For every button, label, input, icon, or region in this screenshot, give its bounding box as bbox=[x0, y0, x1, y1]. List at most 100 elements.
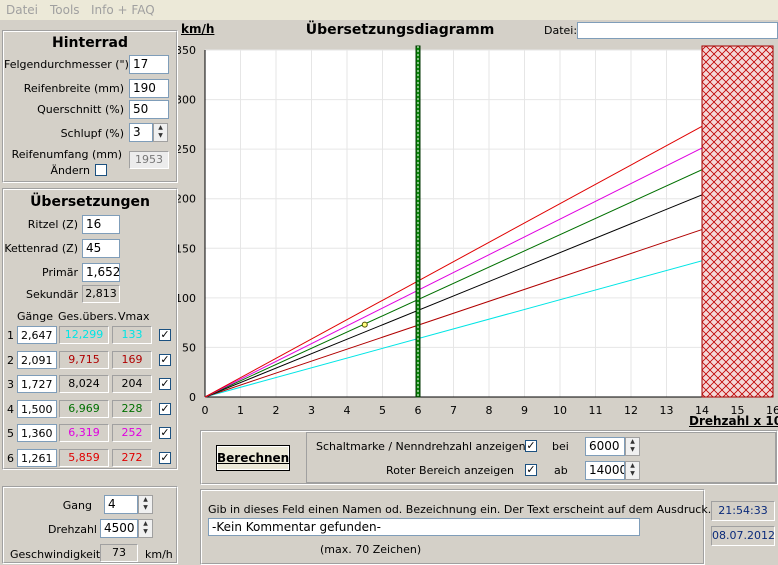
quer-label: Querschnitt (%) bbox=[37, 103, 124, 116]
ab-label: ab bbox=[554, 464, 568, 477]
menu-info-faq[interactable]: Info + FAQ bbox=[91, 3, 155, 17]
rot-checkbox[interactable]: ✓ bbox=[525, 463, 537, 476]
datei-input[interactable] bbox=[577, 22, 778, 39]
gang-spinner[interactable]: ▲ ▼ bbox=[138, 495, 153, 514]
col-ges-header: Ges.übers. bbox=[58, 310, 117, 323]
x-tick-label: 9 bbox=[521, 404, 528, 417]
breite-input[interactable]: 190 bbox=[129, 79, 169, 98]
gear-visible-checkbox[interactable]: ✓ bbox=[159, 352, 171, 366]
spin-up-icon[interactable]: ▲ bbox=[630, 462, 635, 469]
bei-spinner[interactable]: ▲ ▼ bbox=[625, 437, 640, 456]
col-vmax-header: Vmax bbox=[118, 310, 150, 323]
bei-label: bei bbox=[552, 440, 569, 453]
chart-xlabel: Drehzahl x 1000 bbox=[689, 414, 778, 428]
y-tick-label: 300 bbox=[178, 94, 196, 107]
primaer-input[interactable]: 1,652 bbox=[82, 263, 120, 282]
gear-vmax: 204 bbox=[112, 375, 152, 393]
gang-label: Gang bbox=[62, 499, 92, 512]
spin-up-icon[interactable]: ▲ bbox=[630, 438, 635, 445]
x-tick-label: 10 bbox=[553, 404, 567, 417]
gear-visible-checkbox[interactable]: ✓ bbox=[159, 328, 171, 341]
drehzahl-input[interactable]: 4500 bbox=[100, 519, 138, 538]
schlupf-spinner[interactable]: ▲ ▼ bbox=[153, 123, 168, 142]
schlupf-label: Schlupf (%) bbox=[60, 127, 124, 140]
gear-ratio-input[interactable]: 2,091 bbox=[17, 350, 57, 369]
x-tick-label: 14 bbox=[695, 404, 709, 417]
schalt-checkbox[interactable]: ✓ bbox=[525, 439, 537, 452]
gear-number: 5 bbox=[7, 427, 14, 440]
schalt-label: Schaltmarke / Nenndrehzahl anzeigen bbox=[316, 440, 526, 453]
comment-hint: Gib in dieses Feld einen Namen od. Bezei… bbox=[208, 503, 712, 516]
menu-datei[interactable]: Datei bbox=[6, 3, 39, 17]
gear-line bbox=[204, 87, 774, 398]
geschw-label: Geschwindigkeit: bbox=[10, 548, 104, 561]
spin-up-icon[interactable]: ▲ bbox=[143, 520, 148, 527]
y-tick-label: 50 bbox=[182, 341, 196, 354]
breite-label: Reifenbreite (mm) bbox=[23, 82, 124, 95]
gear-line bbox=[204, 112, 774, 398]
gear-total-ratio: 6,319 bbox=[59, 424, 109, 442]
sekundaer-label: Sekundär bbox=[26, 288, 78, 301]
gear-vmax: 133 bbox=[112, 326, 152, 344]
umfang-label: Reifenumfang (mm) bbox=[11, 148, 122, 161]
gear-line bbox=[204, 240, 774, 398]
gear-ratio-input[interactable]: 2,647 bbox=[17, 326, 57, 344]
x-tick-label: 11 bbox=[589, 404, 603, 417]
gear-number: 3 bbox=[7, 378, 14, 391]
quer-input[interactable]: 50 bbox=[129, 100, 169, 119]
ritzel-input[interactable]: 16 bbox=[82, 215, 120, 234]
gear-vmax: 228 bbox=[112, 399, 152, 418]
gear-ratio-input[interactable]: 1,261 bbox=[17, 448, 57, 467]
datei-label: Datei: bbox=[544, 24, 578, 37]
ab-spinner[interactable]: ▲ ▼ bbox=[625, 461, 640, 480]
x-tick-label: 6 bbox=[415, 404, 422, 417]
gang-input[interactable]: 4 bbox=[104, 495, 138, 514]
gear-ratio-input[interactable]: 1,500 bbox=[17, 399, 57, 418]
felgen-input[interactable]: 17 bbox=[129, 55, 169, 74]
y-tick-label: 0 bbox=[189, 391, 196, 404]
x-tick-label: 7 bbox=[450, 404, 457, 417]
gear-visible-checkbox[interactable]: ✓ bbox=[159, 401, 171, 415]
spin-down-icon[interactable]: ▼ bbox=[630, 470, 635, 477]
y-tick-label: 100 bbox=[178, 292, 196, 305]
gear-vmax: 252 bbox=[112, 424, 152, 442]
time-display: 21:54:33 bbox=[711, 501, 775, 521]
x-tick-label: 1 bbox=[237, 404, 244, 417]
ab-input[interactable]: 14000 bbox=[585, 461, 625, 480]
gear-vmax: 169 bbox=[112, 350, 152, 369]
schlupf-input[interactable]: 3 bbox=[129, 123, 153, 142]
y-tick-label: 200 bbox=[178, 193, 196, 206]
gear-visible-checkbox[interactable]: ✓ bbox=[159, 450, 171, 464]
berechnen-button[interactable]: Berechnen bbox=[216, 445, 290, 471]
spin-down-icon[interactable]: ▼ bbox=[143, 504, 148, 511]
gear-visible-checkbox[interactable]: ✓ bbox=[159, 426, 171, 439]
gear-visible-checkbox[interactable]: ✓ bbox=[159, 377, 171, 390]
kettenrad-input[interactable]: 45 bbox=[82, 239, 120, 258]
spin-down-icon[interactable]: ▼ bbox=[143, 528, 148, 535]
sekundaer-value: 2,813 bbox=[82, 285, 120, 303]
comment-max: (max. 70 Zeichen) bbox=[320, 543, 422, 556]
uebersetzungen-title: Übersetzungen bbox=[30, 194, 150, 210]
spin-up-icon[interactable]: ▲ bbox=[143, 496, 148, 503]
drehzahl-label: Drehzahl bbox=[47, 523, 97, 536]
gear-number: 2 bbox=[7, 353, 14, 367]
spin-down-icon[interactable]: ▼ bbox=[158, 132, 163, 139]
spin-down-icon[interactable]: ▼ bbox=[630, 446, 635, 453]
gear-line bbox=[204, 136, 774, 398]
primaer-label: Primär bbox=[42, 266, 78, 279]
aendern-checkbox[interactable] bbox=[95, 164, 107, 176]
gear-number: 4 bbox=[7, 402, 14, 416]
x-tick-label: 0 bbox=[202, 404, 209, 417]
gear-line bbox=[204, 205, 774, 398]
menu-tools[interactable]: Tools bbox=[50, 3, 80, 17]
drehzahl-spinner[interactable]: ▲ ▼ bbox=[138, 519, 153, 538]
col-gaenge-header: Gänge bbox=[17, 310, 53, 323]
spin-up-icon[interactable]: ▲ bbox=[158, 124, 163, 131]
gear-ratio-input[interactable]: 1,360 bbox=[17, 424, 57, 442]
felgen-label: Felgendurchmesser (") bbox=[4, 58, 129, 71]
comment-input[interactable]: -Kein Kommentar gefunden- bbox=[208, 518, 640, 536]
gear-ratio-input[interactable]: 1,727 bbox=[17, 375, 57, 393]
bei-input[interactable]: 6000 bbox=[585, 437, 625, 456]
ritzel-label: Ritzel (Z) bbox=[27, 218, 78, 231]
date-display: 08.07.2012 bbox=[711, 526, 775, 546]
